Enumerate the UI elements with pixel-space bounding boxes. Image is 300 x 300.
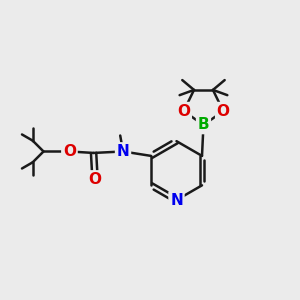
Text: B: B: [198, 118, 209, 133]
Text: N: N: [170, 193, 183, 208]
Text: N: N: [117, 144, 129, 159]
Text: O: O: [88, 172, 102, 187]
Text: O: O: [217, 103, 230, 118]
Text: O: O: [177, 103, 190, 118]
Text: O: O: [63, 144, 76, 159]
